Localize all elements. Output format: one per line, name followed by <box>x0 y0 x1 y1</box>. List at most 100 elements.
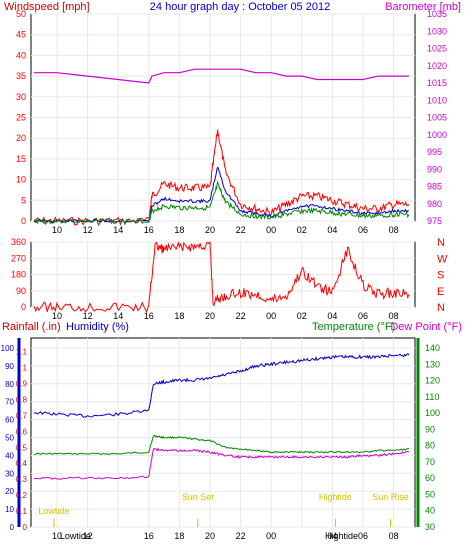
y2-tick-label: 985 <box>427 182 442 192</box>
temperature-tick-label: 100 <box>425 408 440 418</box>
y2-tick-label: 1015 <box>427 78 447 88</box>
x-tick-label: 04 <box>327 531 337 541</box>
windspeed-axis-label: Windspeed [mph] <box>4 1 90 13</box>
y2-tick-label: 1010 <box>427 95 447 105</box>
x-tick-label: 20 <box>205 225 215 235</box>
rain-tick-label: 0.8 <box>16 395 28 404</box>
x-tick-label: 18 <box>174 531 184 541</box>
y2-tick-label: 1030 <box>427 26 447 36</box>
x-tick-label: 16 <box>144 531 154 541</box>
dewpoint-axis-label: Dew Point (°F) <box>390 321 462 333</box>
x-tick-label: 22 <box>236 311 246 321</box>
temperature-tick-label: 60 <box>425 473 435 483</box>
y2-tick-label: 975 <box>427 216 442 226</box>
y-tick-label: 360 <box>11 237 26 247</box>
temperature-tick-label: 90 <box>425 424 435 434</box>
y2-tick-label: 1005 <box>427 113 447 123</box>
x-tick-label: 18 <box>174 311 184 321</box>
x-tick-label: 22 <box>236 225 246 235</box>
xaxis-marker-label: Hightide <box>325 531 358 541</box>
temperature-tick-label: 80 <box>425 441 435 451</box>
x-tick-label: 12 <box>83 311 93 321</box>
xaxis-marker-label: Lowtide <box>60 531 91 541</box>
temperature-axis-label: Temperature (°F) <box>312 321 395 333</box>
x-tick-label: 06 <box>358 225 368 235</box>
compass-label: N <box>437 302 445 314</box>
humidity-tick-label: 20 <box>5 487 14 496</box>
x-tick-label: 06 <box>358 311 368 321</box>
event-label: Sun Rise <box>372 492 409 502</box>
y-tick-label: 5 <box>21 195 26 205</box>
y-tick-label: 45 <box>16 30 26 40</box>
temperature-tick-label: 50 <box>425 489 435 499</box>
x-tick-label: 00 <box>266 311 276 321</box>
windspeed-low-line <box>33 180 410 225</box>
x-tick-label: 16 <box>144 225 154 235</box>
humidity-tick-label: 0 <box>10 523 15 532</box>
rain-tick-label: 1.1 <box>16 348 28 357</box>
event-label: Lowtide <box>38 506 69 516</box>
humidity-tick-label: 10 <box>5 505 14 514</box>
compass-label: E <box>437 286 444 298</box>
x-tick-label: 04 <box>327 225 337 235</box>
x-tick-label: 08 <box>389 531 399 541</box>
compass-label: W <box>437 253 448 265</box>
climate-panel-frame <box>30 337 416 528</box>
x-tick-label: 22 <box>236 531 246 541</box>
y-tick-label: 90 <box>16 286 26 296</box>
humidity-tick-label: 80 <box>5 380 14 389</box>
x-tick-label: 10 <box>52 225 62 235</box>
x-tick-label: 08 <box>389 311 399 321</box>
y-tick-label: 35 <box>16 71 26 81</box>
x-tick-label: 12 <box>83 225 93 235</box>
x-tick-label: 14 <box>113 225 123 235</box>
y2-tick-label: 1035 <box>427 9 447 19</box>
compass-label: N <box>437 237 445 249</box>
rain-tick-label: 0.4 <box>16 459 28 468</box>
windspeed-average-line <box>33 166 410 223</box>
humidity-tick-label: 60 <box>5 416 14 425</box>
x-tick-label: 00 <box>266 531 276 541</box>
x-tick-label: 10 <box>52 531 62 541</box>
rain-tick-label: 1 <box>23 364 28 373</box>
y-tick-label: 0 <box>21 302 26 312</box>
rain-tick-label: 0.6 <box>16 427 28 436</box>
temperature-tick-label: 140 <box>425 343 440 353</box>
rain-humidity-temp-panel: 010203040506070809010000.10.20.30.40.50.… <box>1 337 440 541</box>
x-tick-label: 16 <box>144 311 154 321</box>
y-tick-label: 25 <box>16 113 26 123</box>
y-tick-label: 270 <box>11 253 26 263</box>
temperature-tick-label: 110 <box>425 392 439 402</box>
y-tick-label: 10 <box>16 175 26 185</box>
x-tick-label: 20 <box>205 531 215 541</box>
wind-barometer-panel: 0510152025303540455097598098599099510001… <box>16 9 447 235</box>
x-tick-label: 20 <box>205 311 215 321</box>
humidity-tick-label: 90 <box>5 362 14 371</box>
x-tick-label: 10 <box>52 311 62 321</box>
x-tick-label: 12 <box>83 531 93 541</box>
x-tick-label: 02 <box>297 311 307 321</box>
y2-tick-label: 1000 <box>427 130 447 140</box>
compass-label: S <box>437 270 444 282</box>
rain-tick-label: 0.9 <box>16 379 28 388</box>
humidity-tick-label: 70 <box>5 398 14 407</box>
temperature-tick-label: 70 <box>425 457 435 467</box>
y2-tick-label: 995 <box>427 147 442 157</box>
y2-tick-label: 990 <box>427 164 442 174</box>
temperature-tick-label: 120 <box>425 376 440 386</box>
wind-direction-panel: 0 N 90 E 180 S 270 W 360 N 10 12 14 16 18 20 22 00 02 04 06 0… <box>11 237 448 321</box>
barometer-line <box>34 68 409 84</box>
x-tick-label: 14 <box>113 311 123 321</box>
humidity-tick-label: 100 <box>1 344 15 353</box>
x-tick-label: 00 <box>266 225 276 235</box>
y-tick-label: 30 <box>16 92 26 102</box>
temperature-tick-label: 40 <box>425 506 435 516</box>
x-tick-label: 08 <box>389 225 399 235</box>
rain-tick-label: 0.2 <box>16 491 28 500</box>
dewpoint-line <box>33 447 410 480</box>
temperature-tick-label: 130 <box>425 359 440 369</box>
y-tick-label: 0 <box>21 216 26 226</box>
y-tick-label: 40 <box>16 50 26 60</box>
chart-title: 24 hour graph day : October 05 2012 <box>150 1 330 13</box>
